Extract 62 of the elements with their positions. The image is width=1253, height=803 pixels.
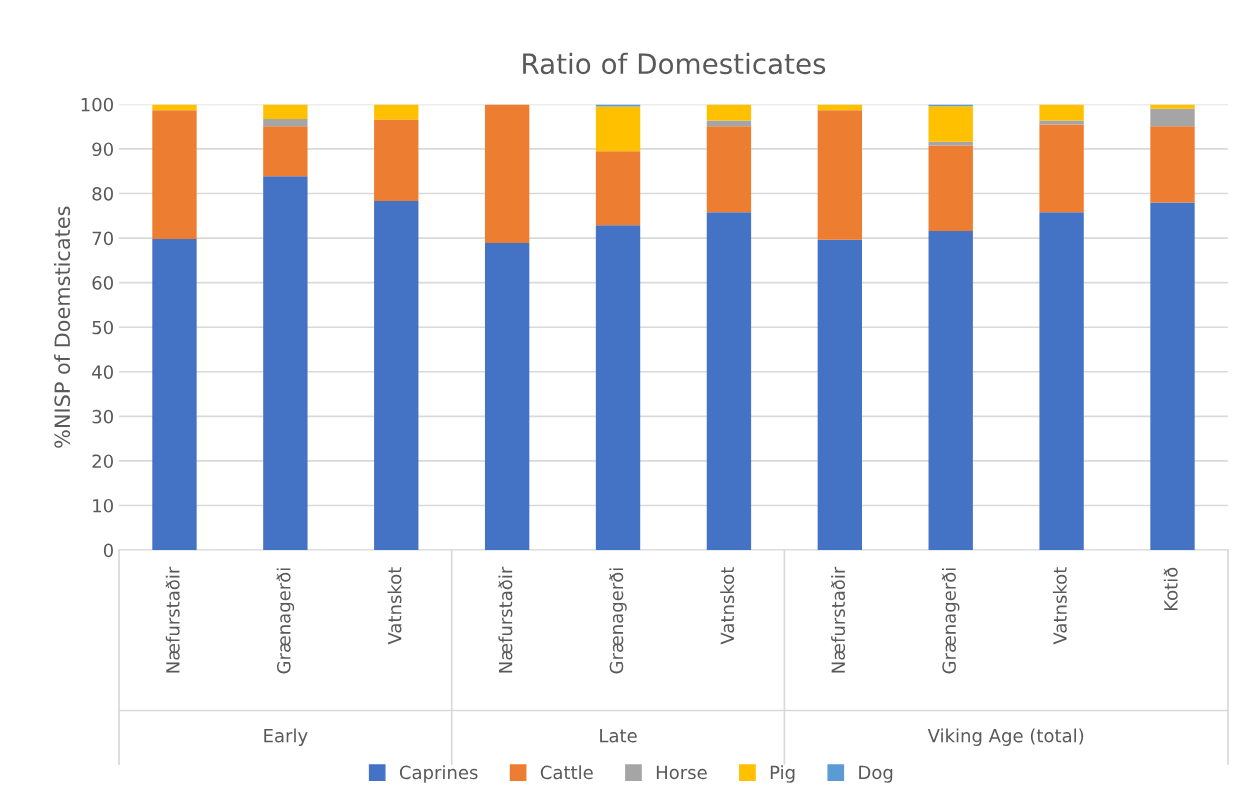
text: Late [600, 729, 637, 743]
x-tick-label: Grænagerði [941, 568, 960, 674]
x-tick-label: Næfurstaðir [831, 566, 846, 673]
y-tick-label: 0 [103, 543, 113, 558]
bar [263, 104, 308, 120]
bar [1150, 202, 1195, 551]
bar [152, 110, 197, 239]
text: Viking Age (total) [927, 728, 1084, 746]
bar [374, 201, 419, 551]
x-tick-label: Vatnskot [387, 567, 402, 645]
bar [928, 230, 973, 551]
x-tick-label: Næfurstaðir [165, 566, 180, 673]
bar [928, 106, 973, 142]
x-tick-label: Kotið [1163, 567, 1178, 611]
legend-label: Cattle [540, 765, 593, 780]
y-tick-label: 10 [93, 498, 113, 513]
bar [374, 104, 419, 120]
bar [1039, 124, 1084, 213]
bar [263, 176, 308, 551]
y-tick-label: 40 [92, 365, 113, 379]
x-tick-label: Vatnskot [1052, 567, 1067, 645]
bar [706, 120, 752, 127]
bar [1039, 104, 1084, 121]
y-tick-label: 20 [92, 454, 113, 469]
bar [595, 151, 641, 226]
bar [817, 239, 862, 551]
bar [152, 238, 197, 551]
chart-title: Ratio of Domesticates [523, 52, 826, 75]
y-tick-label: 70 [92, 231, 113, 246]
bar [817, 110, 862, 240]
legend-label: Pig [770, 765, 795, 783]
bar [1039, 120, 1084, 125]
legend-label: Caprines [399, 765, 478, 783]
bar [595, 225, 641, 551]
y-tick-label: 60 [92, 276, 113, 290]
bar [1150, 126, 1195, 203]
y-tick-label: 90 [92, 142, 113, 157]
bar [706, 126, 752, 213]
x-tick-label: Næfurstaðir [498, 566, 513, 673]
y-tick-label: 100 [81, 97, 113, 112]
x-tick-label: Vatnskot [720, 567, 735, 645]
legend-label: Horse [656, 765, 707, 780]
bar [928, 145, 973, 231]
y-axis-title: %NISP of Doemsticates [53, 206, 71, 448]
bar [484, 242, 530, 551]
bar [484, 104, 530, 243]
bar [1150, 104, 1195, 109]
bar [706, 212, 752, 551]
y-tick-label: 30 [92, 409, 113, 424]
bar [1150, 108, 1195, 127]
bar [1039, 212, 1084, 551]
legend-label: Dog [859, 765, 893, 783]
bar [595, 106, 641, 152]
bar [374, 119, 419, 202]
bar [706, 104, 752, 121]
y-tick-label: 80 [92, 186, 113, 201]
x-tick-label: Grænagerði [609, 568, 627, 674]
x-tick-label: Grænagerði [276, 568, 295, 674]
y-tick-label: 50 [92, 320, 113, 335]
bar [263, 119, 308, 127]
text: Early [264, 728, 308, 746]
bar [263, 126, 308, 177]
